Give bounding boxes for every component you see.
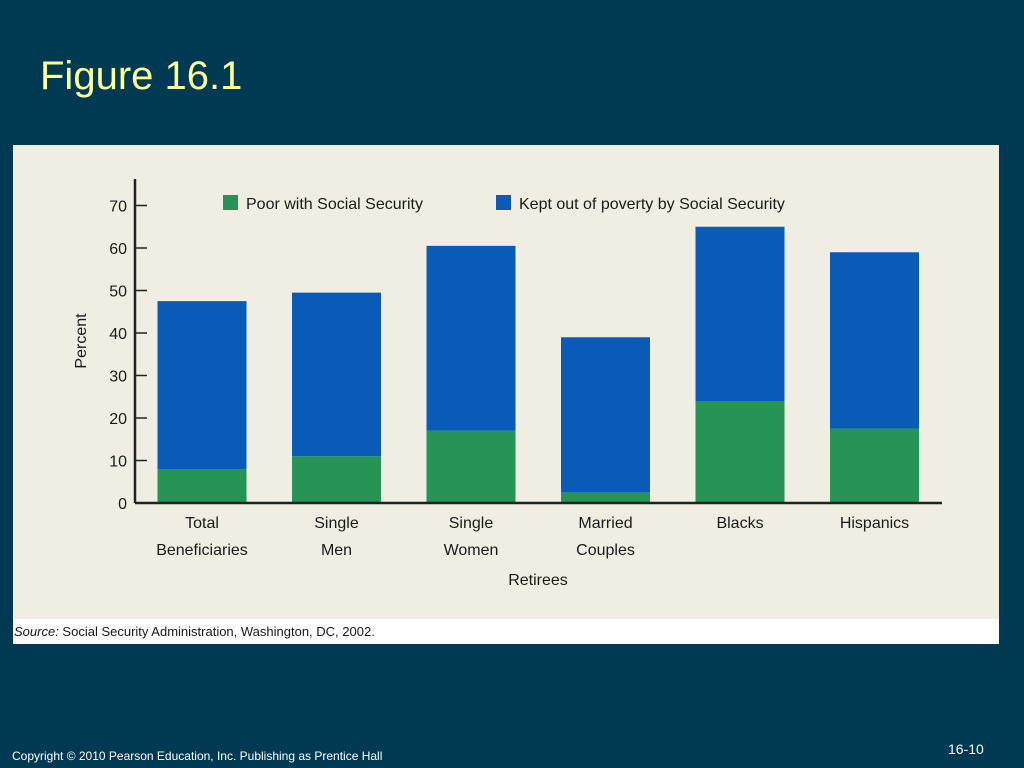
slide-number: 16-10 bbox=[948, 741, 984, 757]
x-tick-label: Single bbox=[449, 515, 494, 532]
source-line: Source: Social Security Administration, … bbox=[13, 619, 999, 644]
y-tick-label: 0 bbox=[118, 496, 127, 513]
x-axis-label: Retirees bbox=[508, 572, 568, 589]
x-tick-label: Married bbox=[578, 515, 632, 532]
legend-label: Kept out of poverty by Social Security bbox=[519, 196, 785, 213]
copyright-text: Copyright © 2010 Pearson Education, Inc.… bbox=[12, 749, 383, 763]
y-tick-label: 10 bbox=[109, 454, 127, 471]
bar-kept bbox=[695, 226, 785, 401]
x-tick-label: Total bbox=[185, 515, 219, 532]
bar-poor bbox=[426, 430, 516, 503]
bar-poor bbox=[292, 456, 381, 503]
x-tick-label: Couples bbox=[576, 542, 635, 559]
bar-poor bbox=[157, 469, 247, 503]
y-tick-label: 40 bbox=[109, 326, 127, 343]
slide-title: Figure 16.1 bbox=[40, 54, 243, 98]
bar-kept bbox=[157, 301, 247, 469]
x-tick-label: Men bbox=[321, 542, 352, 559]
legend-swatch bbox=[496, 195, 511, 210]
legend-label: Poor with Social Security bbox=[246, 196, 423, 213]
bar-kept bbox=[561, 337, 650, 493]
x-tick-label: Single bbox=[314, 515, 359, 532]
bar-kept bbox=[292, 292, 381, 457]
y-tick-label: 20 bbox=[109, 411, 127, 428]
y-axis-label: Percent bbox=[73, 313, 90, 369]
bar-kept bbox=[426, 245, 516, 431]
y-tick-label: 60 bbox=[109, 241, 127, 258]
bar-poor bbox=[830, 428, 919, 503]
legend-swatch bbox=[223, 195, 238, 210]
x-tick-label: Hispanics bbox=[840, 515, 909, 532]
bar-poor bbox=[561, 492, 650, 503]
x-tick-label: Blacks bbox=[716, 515, 763, 532]
y-tick-label: 70 bbox=[109, 199, 127, 216]
x-tick-label: Beneficiaries bbox=[156, 542, 248, 559]
source-label: Source: bbox=[14, 624, 59, 639]
x-tick-label: Women bbox=[444, 542, 499, 559]
bar-poor bbox=[695, 401, 785, 503]
y-tick-label: 30 bbox=[109, 369, 127, 386]
bar-kept bbox=[830, 252, 919, 429]
y-tick-label: 50 bbox=[109, 284, 127, 301]
source-text: Social Security Administration, Washingt… bbox=[58, 624, 375, 639]
